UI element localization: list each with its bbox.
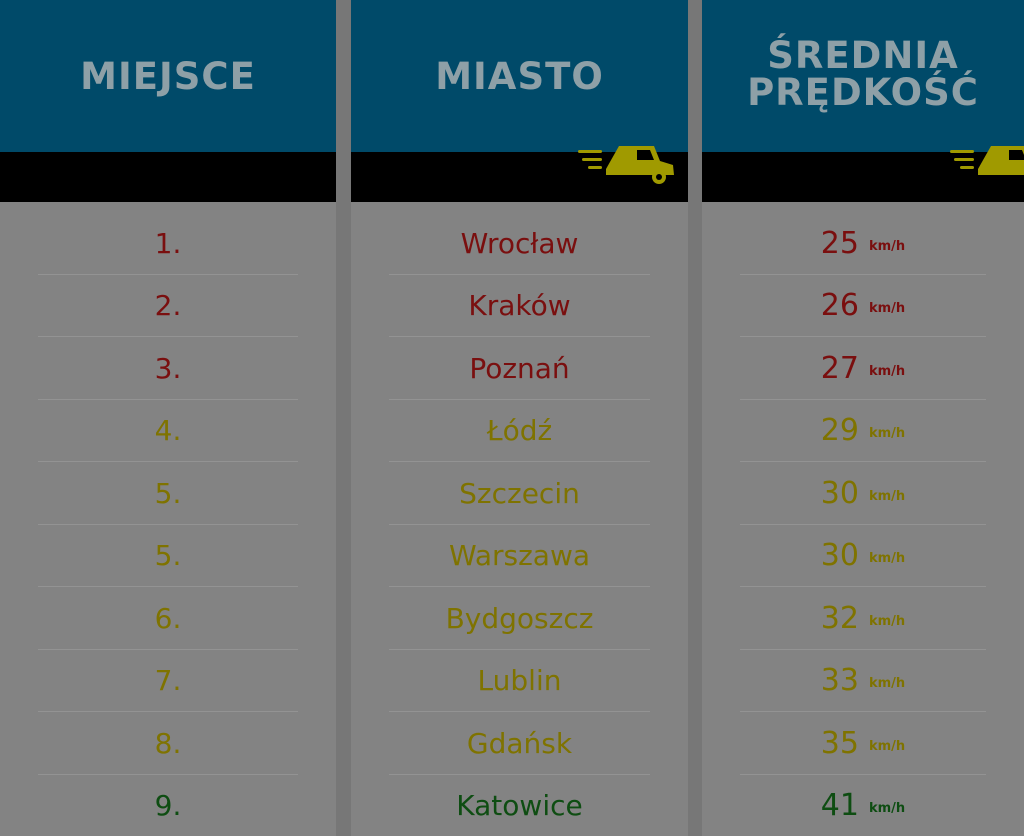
table-row: 30 km/h bbox=[702, 525, 1024, 588]
speed-value: 32 bbox=[820, 600, 859, 636]
table-row: 6. bbox=[0, 587, 336, 650]
city-rows: Wrocław Kraków Poznań Łódź Szczecin Warszawa B… bbox=[351, 202, 688, 836]
rank-value: 6. bbox=[154, 601, 182, 635]
speed-unit: km/h bbox=[868, 301, 906, 317]
speed-header-label: ŚREDNIA PRĘDKOŚĆ bbox=[747, 34, 979, 114]
city-name: Wrocław bbox=[460, 226, 579, 260]
header-band bbox=[351, 146, 688, 202]
speed-unit: km/h bbox=[868, 238, 906, 254]
place-header-label: MIEJSCE bbox=[80, 54, 256, 98]
table-row: 7. bbox=[0, 650, 336, 713]
rank-value: 7. bbox=[154, 664, 182, 698]
table-row: 32 km/h bbox=[702, 587, 1024, 650]
city-name: Kraków bbox=[468, 289, 571, 323]
table-row: Warszawa bbox=[351, 525, 688, 588]
table-row: 26 km/h bbox=[702, 275, 1024, 338]
city-name: Szczecin bbox=[459, 476, 580, 510]
city-name: Lublin bbox=[477, 664, 562, 698]
speed-value: 33 bbox=[820, 663, 859, 699]
speed-rows: 25 km/h 26 km/h 27 km/h 29 km/h 30 km/h 30 km/h 32 km… bbox=[702, 202, 1024, 836]
speed-unit: km/h bbox=[868, 488, 906, 504]
speed-column: ŚREDNIA PRĘDKOŚĆ 25 km/h 26 km/h 27 km/h 29 km/… bbox=[702, 0, 1024, 836]
rank-value: 5. bbox=[154, 539, 182, 573]
speed-unit: km/h bbox=[868, 363, 906, 379]
table-row: 8. bbox=[0, 712, 336, 775]
table-row: 35 km/h bbox=[702, 712, 1024, 775]
speed-value: 30 bbox=[820, 538, 859, 574]
speed-unit: km/h bbox=[868, 551, 906, 567]
table-row: Lublin bbox=[351, 650, 688, 713]
speed-value: 29 bbox=[820, 413, 859, 449]
table-row: 33 km/h bbox=[702, 650, 1024, 713]
city-name: Bydgoszcz bbox=[445, 601, 594, 635]
table-row: Kraków bbox=[351, 275, 688, 338]
header-band bbox=[0, 152, 336, 202]
city-name: Gdańsk bbox=[466, 726, 573, 760]
table-row: Szczecin bbox=[351, 462, 688, 525]
city-name: Katowice bbox=[456, 789, 583, 823]
speed-unit: km/h bbox=[868, 676, 906, 692]
table-row: 29 km/h bbox=[702, 400, 1024, 463]
table-row: 41 km/h bbox=[702, 775, 1024, 836]
delivery-truck-icon bbox=[578, 146, 674, 184]
place-column: MIEJSCE 1. 2. 3. 4. 5. 5. 6. 7. 8. 9. bbox=[0, 0, 336, 836]
city-header-label: MIASTO bbox=[435, 54, 604, 98]
speed-value: 30 bbox=[820, 475, 859, 511]
header-band bbox=[702, 146, 1024, 202]
speed-unit: km/h bbox=[868, 801, 906, 817]
table-row: Łódź bbox=[351, 400, 688, 463]
table-row: 1. bbox=[0, 212, 336, 275]
table-row: Gdańsk bbox=[351, 712, 688, 775]
rank-value: 2. bbox=[154, 289, 182, 323]
place-rows: 1. 2. 3. 4. 5. 5. 6. 7. 8. 9. bbox=[0, 202, 336, 836]
table-row: 2. bbox=[0, 275, 336, 338]
table-row: 3. bbox=[0, 337, 336, 400]
table-row: Poznań bbox=[351, 337, 688, 400]
city-header: MIASTO bbox=[351, 0, 688, 152]
place-header: MIEJSCE bbox=[0, 0, 336, 152]
city-name: Warszawa bbox=[448, 539, 591, 573]
speed-value: 25 bbox=[820, 225, 859, 261]
table-row: Katowice bbox=[351, 775, 688, 836]
speed-value: 26 bbox=[820, 288, 859, 324]
table-row: 4. bbox=[0, 400, 336, 463]
rank-value: 8. bbox=[154, 726, 182, 760]
speed-value: 41 bbox=[820, 788, 859, 824]
table-row: 25 km/h bbox=[702, 212, 1024, 275]
table-row: 27 km/h bbox=[702, 337, 1024, 400]
table-row: Bydgoszcz bbox=[351, 587, 688, 650]
speed-unit: km/h bbox=[868, 738, 906, 754]
table-row: Wrocław bbox=[351, 212, 688, 275]
speed-value: 27 bbox=[820, 350, 859, 386]
speed-unit: km/h bbox=[868, 426, 906, 442]
city-column: MIASTO Wrocław Kraków Poznań Łódź Szczecin Wa… bbox=[351, 0, 688, 836]
delivery-truck-icon bbox=[950, 146, 1024, 175]
speed-value: 35 bbox=[820, 725, 859, 761]
rank-value: 9. bbox=[154, 789, 182, 823]
table-row: 9. bbox=[0, 775, 336, 836]
table-row: 30 km/h bbox=[702, 462, 1024, 525]
table-row: 5. bbox=[0, 525, 336, 588]
rank-value: 4. bbox=[154, 414, 182, 448]
table-row: 5. bbox=[0, 462, 336, 525]
rank-value: 1. bbox=[154, 226, 182, 260]
city-name: Łódź bbox=[486, 414, 553, 448]
city-name: Poznań bbox=[469, 351, 570, 385]
rank-value: 3. bbox=[154, 351, 182, 385]
speed-unit: km/h bbox=[868, 613, 906, 629]
speed-header: ŚREDNIA PRĘDKOŚĆ bbox=[702, 0, 1024, 152]
rank-value: 5. bbox=[154, 476, 182, 510]
